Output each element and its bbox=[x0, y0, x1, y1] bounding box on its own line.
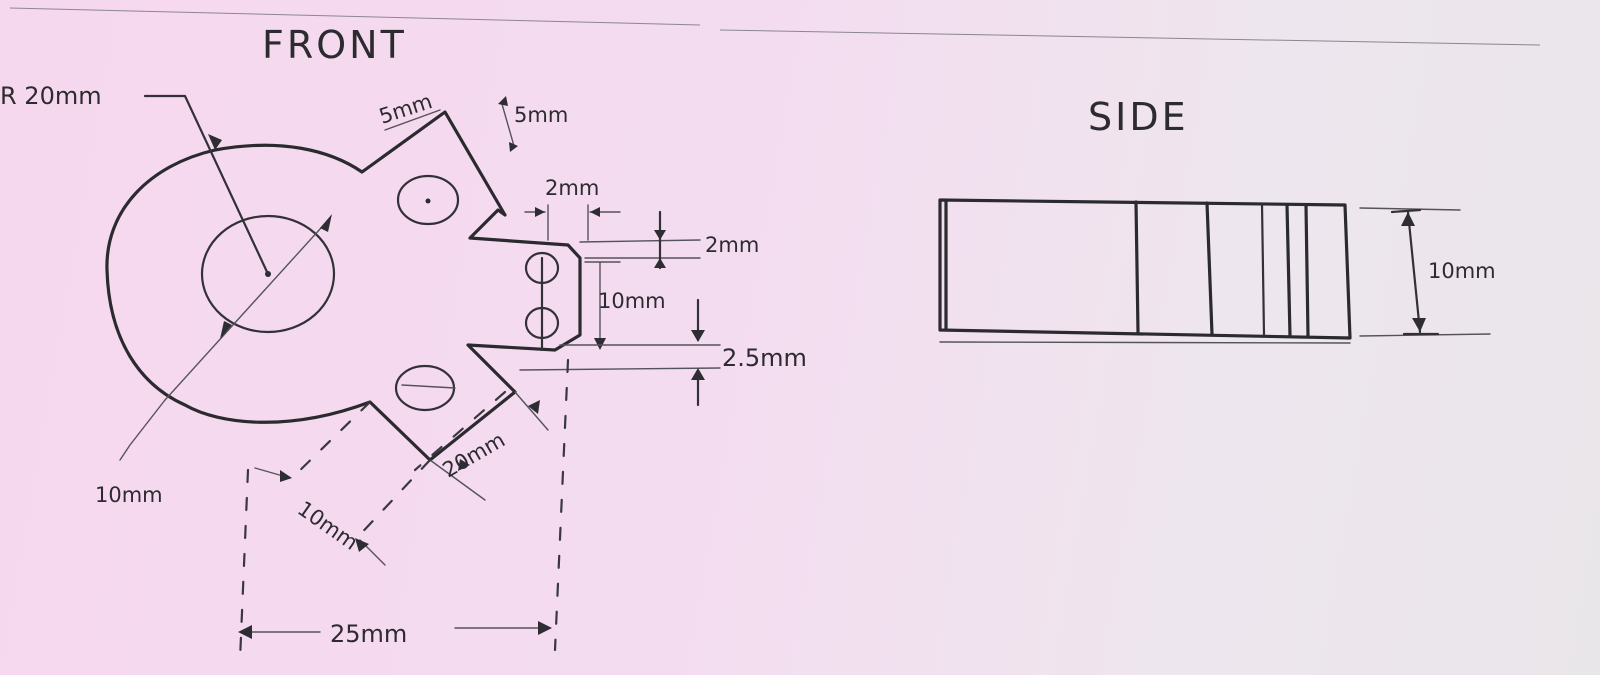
side-view-title: SIDE bbox=[1088, 95, 1189, 139]
slot-length-label: 10mm bbox=[598, 289, 666, 313]
chamfer-long-arrow bbox=[528, 400, 540, 414]
front-view: FRONT R 20mm 10mm 5mm 5mm bbox=[0, 23, 807, 662]
offset-arrow bbox=[691, 330, 705, 342]
chamfer-long-dimline bbox=[413, 390, 507, 472]
tab-width-dimline bbox=[384, 109, 441, 131]
chamfer-long-extension bbox=[429, 391, 549, 501]
tab-height-dimline bbox=[501, 103, 515, 147]
thickness-label: 10mm bbox=[1428, 259, 1496, 283]
side-view-edge-line bbox=[1205, 201, 1214, 336]
thickness-tick bbox=[1390, 208, 1440, 336]
upper-hole bbox=[396, 174, 460, 226]
front-view-title: FRONT bbox=[262, 23, 407, 67]
thickness-arrow bbox=[1412, 318, 1426, 332]
paper-rule-line bbox=[719, 29, 1541, 46]
side-view-outline bbox=[938, 198, 1352, 340]
diameter-arrowhead bbox=[320, 214, 332, 232]
chamfer-short-arrow bbox=[280, 470, 292, 482]
gap-width-extension bbox=[547, 204, 589, 241]
tab-height-arrow bbox=[498, 96, 508, 106]
chamfer-short-label: 10mm bbox=[293, 496, 362, 554]
paper-rule-line bbox=[9, 7, 701, 26]
gap-width-label: 2mm bbox=[545, 176, 599, 200]
side-view-edge-line bbox=[1134, 200, 1140, 334]
upper-hole-center bbox=[425, 198, 431, 204]
overall-width-dimline bbox=[239, 627, 549, 633]
overall-width-extension bbox=[553, 358, 570, 652]
chamfer-short-arrow bbox=[355, 538, 369, 552]
radius-label: R 20mm bbox=[0, 82, 102, 110]
gap-width-arrow bbox=[535, 207, 545, 217]
radius-arrowhead bbox=[208, 134, 222, 150]
chamfer-short-extension bbox=[353, 458, 432, 542]
side-view-edge-line bbox=[1285, 203, 1292, 338]
side-view-edge-line bbox=[1304, 203, 1310, 338]
gap-height-extension bbox=[579, 239, 701, 259]
overall-width-extension bbox=[238, 468, 250, 662]
side-view-hidden-line bbox=[1260, 202, 1266, 337]
thickness-arrow bbox=[1401, 212, 1415, 226]
chamfer-short-extension bbox=[288, 400, 372, 482]
chamfer-long-label: 20mm bbox=[439, 428, 510, 483]
thickness-dimline bbox=[1406, 210, 1422, 334]
tab-height-label: 5mm bbox=[514, 103, 568, 127]
slot-length-arrow bbox=[594, 338, 606, 350]
gap-height-arrow bbox=[654, 230, 666, 240]
offset-label: 2.5mm bbox=[722, 344, 807, 372]
part-outline bbox=[105, 110, 582, 462]
diameter-arrowhead bbox=[220, 321, 232, 339]
tab-height-arrow bbox=[509, 142, 518, 152]
gap-width-arrow bbox=[590, 207, 600, 217]
diameter-line bbox=[164, 217, 331, 401]
main-bore-circle bbox=[200, 214, 336, 334]
diameter-leader bbox=[119, 399, 166, 461]
overall-width-arrow bbox=[538, 621, 552, 635]
diameter-label: 10mm bbox=[95, 483, 163, 507]
lower-hole-centerline bbox=[401, 384, 456, 389]
side-view: SIDE 10mm bbox=[938, 95, 1496, 344]
offset-extension bbox=[519, 344, 721, 371]
gap-height-label: 2mm bbox=[705, 233, 759, 257]
side-view-base-shadow bbox=[939, 341, 1351, 344]
overall-width-arrow bbox=[238, 625, 252, 639]
radius-leader bbox=[143, 94, 270, 276]
offset-arrow bbox=[691, 368, 705, 380]
overall-width-label: 25mm bbox=[330, 620, 407, 648]
chamfer-long-arrow bbox=[458, 459, 470, 471]
gap-height-arrow bbox=[654, 258, 666, 268]
